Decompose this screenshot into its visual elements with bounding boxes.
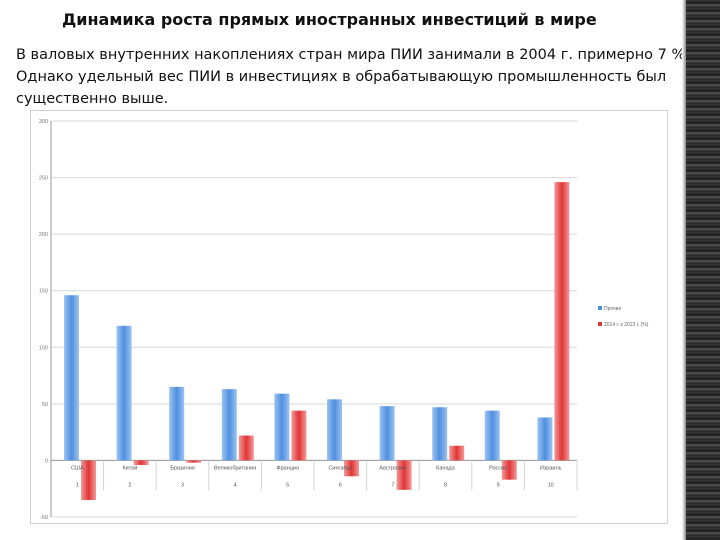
bar-series1 xyxy=(274,393,290,461)
bar-series1 xyxy=(432,407,448,461)
x-category-label: Канада xyxy=(436,465,456,471)
slide-title: Динамика роста прямых иностранных инвест… xyxy=(62,10,597,29)
bar-series1 xyxy=(64,295,79,461)
x-category-label: Франция xyxy=(276,465,299,471)
y-tick-label: 150 xyxy=(39,289,48,295)
legend-swatch xyxy=(598,306,602,310)
x-category-label: Бразилия xyxy=(170,465,195,471)
y-tick-label: 200 xyxy=(39,232,48,238)
x-category-label: Китай xyxy=(122,464,137,471)
x-category-label: Сингапур xyxy=(328,465,352,471)
bar-series2 xyxy=(238,435,254,461)
bar-series2 xyxy=(396,460,412,490)
bar-series2 xyxy=(291,410,307,461)
bar-series2 xyxy=(554,182,570,461)
y-tick-label: 300 xyxy=(39,119,48,125)
x-index-label: 4 xyxy=(234,482,237,488)
y-tick-label: 0 xyxy=(45,458,48,464)
bar-series2 xyxy=(81,460,96,501)
slide-edge-shadow xyxy=(682,0,686,540)
legend-swatch xyxy=(598,322,602,326)
bar-series2 xyxy=(186,460,202,463)
bar-series2 xyxy=(133,460,149,465)
x-index-label: 8 xyxy=(444,482,447,488)
x-category-label: Великобритания xyxy=(214,465,256,471)
x-index-label: 5 xyxy=(286,482,289,488)
x-index-label: 7 xyxy=(391,482,394,488)
y-tick-label: 250 xyxy=(39,176,48,182)
x-category-label: Израиль xyxy=(540,465,562,471)
bar-series1 xyxy=(379,406,395,461)
bar-series1 xyxy=(221,389,237,461)
x-index-label: 9 xyxy=(497,482,500,488)
bar-series1 xyxy=(537,417,553,461)
legend-label: 2014 г. к 2013 г. (%) xyxy=(604,322,649,328)
y-tick-label: 50 xyxy=(42,402,48,408)
bar-series2 xyxy=(344,460,359,477)
x-index-label: 3 xyxy=(181,482,184,488)
y-tick-label: -50 xyxy=(40,515,48,521)
y-tick-label: 100 xyxy=(39,345,48,351)
x-index-label: 1 xyxy=(76,482,79,488)
x-index-label: 2 xyxy=(128,482,131,488)
bar-series1 xyxy=(484,410,500,461)
x-category-label: Россия xyxy=(489,465,507,471)
bar-series1 xyxy=(116,325,132,461)
chart-frame: -50 0 50 100 150 200 250 300 США 1 Китай 2 Бразилия 3… xyxy=(30,110,668,524)
bar-series1 xyxy=(327,399,342,461)
x-index-label: 10 xyxy=(548,482,554,488)
legend-label: Прочие xyxy=(604,306,621,312)
bar-series1 xyxy=(169,386,185,461)
x-category-label: США xyxy=(71,465,84,471)
slide-body-text: В валовых внутренних накоплениях стран м… xyxy=(16,47,690,107)
fdi-bar-chart: -50 0 50 100 150 200 250 300 США 1 Китай 2 Бразилия 3… xyxy=(39,119,649,521)
slide-side-border xyxy=(686,0,720,540)
x-category-label: Австралия xyxy=(379,465,406,471)
bar-series2 xyxy=(501,460,517,480)
x-index-label: 6 xyxy=(339,482,342,488)
bar-series2 xyxy=(449,445,465,461)
